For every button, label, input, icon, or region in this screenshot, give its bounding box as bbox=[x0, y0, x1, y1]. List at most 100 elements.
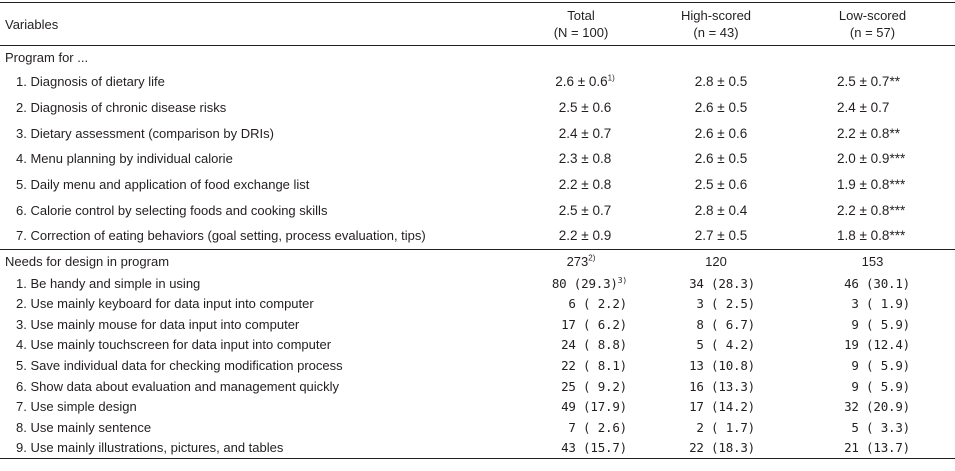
low-scored-value: 2.5 ± 0.7** bbox=[837, 74, 900, 90]
table-row: 2. Use mainly keyboard for data input in… bbox=[0, 293, 955, 314]
total-value: 2.6 ± 0.6 bbox=[555, 74, 608, 90]
low-scored-value: 32 (20.9) bbox=[844, 399, 910, 415]
high-scored-value: 8 ( 6.7) bbox=[696, 316, 755, 332]
table-row: 5. Save individual data for checking mod… bbox=[0, 355, 955, 376]
high-scored-value: 34 (28.3) bbox=[689, 275, 755, 291]
total-value: 17 ( 6.2) bbox=[561, 316, 627, 332]
row-label: 2. Use mainly keyboard for data input in… bbox=[16, 296, 314, 312]
total-header-n: (N = 100) bbox=[553, 25, 609, 40]
high-scored-value: 2.6 ± 0.6 bbox=[694, 125, 748, 141]
high-scored-header-label: High-scored bbox=[680, 8, 752, 23]
high-scored-value: 5 ( 4.2) bbox=[696, 337, 755, 353]
low-scored-value: 19 (12.4) bbox=[844, 337, 910, 353]
section-program-title: Program for ... bbox=[5, 50, 89, 65]
needs-total-value: 273 bbox=[566, 253, 589, 269]
total-value: 43 (15.7) bbox=[520, 437, 642, 460]
high-scored-value: 2.6 ± 0.5 bbox=[694, 100, 748, 116]
table-row: 2. Diagnosis of chronic disease risks 2.… bbox=[0, 95, 955, 121]
footnote-marker: 1) bbox=[607, 73, 615, 83]
high-scored-value: 2.8 ± 0.4 bbox=[694, 202, 748, 218]
row-label: 7. Correction of eating behaviors (goal … bbox=[16, 228, 426, 244]
needs-total-cell: 2732) bbox=[520, 248, 642, 273]
high-scored-value: 17 (14.2) bbox=[689, 399, 755, 415]
low-scored-value: 46 (30.1) bbox=[844, 275, 910, 291]
table-row: 1. Diagnosis of dietary life 2.6 ± 0.61)… bbox=[0, 69, 955, 95]
table-row: 9. Use mainly illustrations, pictures, a… bbox=[0, 437, 955, 460]
section-program-title-row: Program for ... bbox=[0, 46, 955, 70]
total-cell: 2.6 ± 0.61) bbox=[520, 69, 642, 95]
low-scored-value: 2.2 ± 0.8** bbox=[837, 125, 900, 141]
low-scored-value: 9 ( 5.9) bbox=[851, 357, 910, 373]
row-label: 2. Diagnosis of chronic disease risks bbox=[16, 100, 227, 116]
row-label: 5. Save individual data for checking mod… bbox=[16, 357, 343, 373]
total-value: 2.5 ± 0.6 bbox=[558, 100, 612, 116]
needs-high-value: 120 bbox=[642, 248, 790, 273]
total-value: 2.2 ± 0.8 bbox=[558, 177, 612, 193]
high-scored-header-n: (n = 43) bbox=[693, 25, 739, 40]
low-scored-value: 2.4 ± 0.7 bbox=[837, 100, 890, 116]
high-scored-header: High-scored (n = 43) bbox=[642, 2, 790, 46]
table-row: 5. Daily menu and application of food ex… bbox=[0, 172, 955, 198]
table-row: 6. Calorie control by selecting foods an… bbox=[0, 197, 955, 223]
table-row: 6. Show data about evaluation and manage… bbox=[0, 376, 955, 397]
row-label: 7. Use simple design bbox=[16, 399, 137, 415]
low-scored-value: 2.2 ± 0.8*** bbox=[837, 202, 906, 218]
total-header-label: Total bbox=[567, 8, 595, 23]
results-table: Variables Total (N = 100) High-scored (n… bbox=[0, 2, 955, 460]
low-scored-value: 9 ( 5.9) bbox=[851, 378, 910, 394]
row-label: 1. Diagnosis of dietary life bbox=[16, 74, 165, 90]
low-scored-value: 21 (13.7) bbox=[790, 437, 955, 460]
total-value: 7 ( 2.6) bbox=[568, 419, 627, 435]
footnote-marker: 3) bbox=[617, 275, 627, 285]
high-scored-value: 3 ( 2.5) bbox=[696, 296, 755, 312]
high-scored-value: 2.7 ± 0.5 bbox=[694, 228, 748, 244]
row-label: 5. Daily menu and application of food ex… bbox=[16, 177, 310, 193]
total-value: 25 ( 9.2) bbox=[561, 378, 627, 394]
row-label: 4. Use mainly touchscreen for data input… bbox=[16, 337, 332, 353]
total-value: 49 (17.9) bbox=[561, 399, 627, 415]
table-row: 4. Menu planning by individual calorie 2… bbox=[0, 146, 955, 172]
total-value: 2.3 ± 0.8 bbox=[558, 151, 612, 167]
row-label: 1. Be handy and simple in using bbox=[16, 275, 201, 291]
high-scored-value: 2.6 ± 0.5 bbox=[694, 151, 748, 167]
table-row: 7. Correction of eating behaviors (goal … bbox=[0, 223, 955, 249]
high-scored-value: 2.8 ± 0.5 bbox=[694, 74, 748, 90]
total-value: 24 ( 8.8) bbox=[561, 337, 627, 353]
high-scored-value: 2 ( 1.7) bbox=[696, 419, 755, 435]
low-scored-header-label: Low-scored bbox=[838, 8, 907, 23]
low-scored-header: Low-scored (n = 57) bbox=[790, 2, 955, 46]
total-header: Total (N = 100) bbox=[520, 2, 642, 46]
low-scored-header-n: (n = 57) bbox=[849, 25, 896, 40]
row-label: 6. Show data about evaluation and manage… bbox=[16, 378, 340, 394]
table-row: 4. Use mainly touchscreen for data input… bbox=[0, 335, 955, 356]
low-scored-value: 9 ( 5.9) bbox=[851, 316, 910, 332]
total-value: 2.5 ± 0.7 bbox=[558, 202, 612, 218]
low-scored-value: 1.8 ± 0.8*** bbox=[837, 228, 906, 244]
section-needs-title: Needs for design in program bbox=[0, 248, 520, 273]
row-label: 8. Use mainly sentence bbox=[16, 419, 152, 435]
table-row: 7. Use simple design 49 (17.9) 17 (14.2)… bbox=[0, 396, 955, 417]
row-label: 9. Use mainly illustrations, pictures, a… bbox=[0, 437, 520, 460]
high-scored-value: 16 (13.3) bbox=[689, 378, 755, 394]
low-scored-value: 2.0 ± 0.9*** bbox=[837, 151, 906, 167]
variables-header: Variables bbox=[0, 2, 520, 46]
row-label: 3. Use mainly mouse for data input into … bbox=[16, 316, 300, 332]
section-needs-title-row: Needs for design in program 2732) 120 15… bbox=[0, 248, 955, 273]
table-row: 8. Use mainly sentence 7 ( 2.6) 2 ( 1.7)… bbox=[0, 417, 955, 438]
total-cell: 80 (29.3)3) bbox=[520, 273, 642, 294]
total-value: 2.4 ± 0.7 bbox=[558, 125, 612, 141]
table-row: 3. Use mainly mouse for data input into … bbox=[0, 314, 955, 335]
row-label: 3. Dietary assessment (comparison by DRI… bbox=[16, 125, 274, 141]
low-scored-value: 3 ( 1.9) bbox=[851, 296, 910, 312]
total-value: 6 ( 2.2) bbox=[568, 296, 627, 312]
table-row: 3. Dietary assessment (comparison by DRI… bbox=[0, 120, 955, 146]
high-scored-value: 22 (18.3) bbox=[642, 437, 790, 460]
row-label: 4. Menu planning by individual calorie bbox=[16, 151, 233, 167]
table-row: 1. Be handy and simple in using 80 (29.3… bbox=[0, 273, 955, 294]
header-row: Variables Total (N = 100) High-scored (n… bbox=[0, 2, 955, 46]
total-value: 22 ( 8.1) bbox=[561, 357, 627, 373]
row-label: 6. Calorie control by selecting foods an… bbox=[16, 202, 328, 218]
high-scored-value: 13 (10.8) bbox=[689, 357, 755, 373]
total-value: 80 (29.3) bbox=[551, 275, 618, 291]
